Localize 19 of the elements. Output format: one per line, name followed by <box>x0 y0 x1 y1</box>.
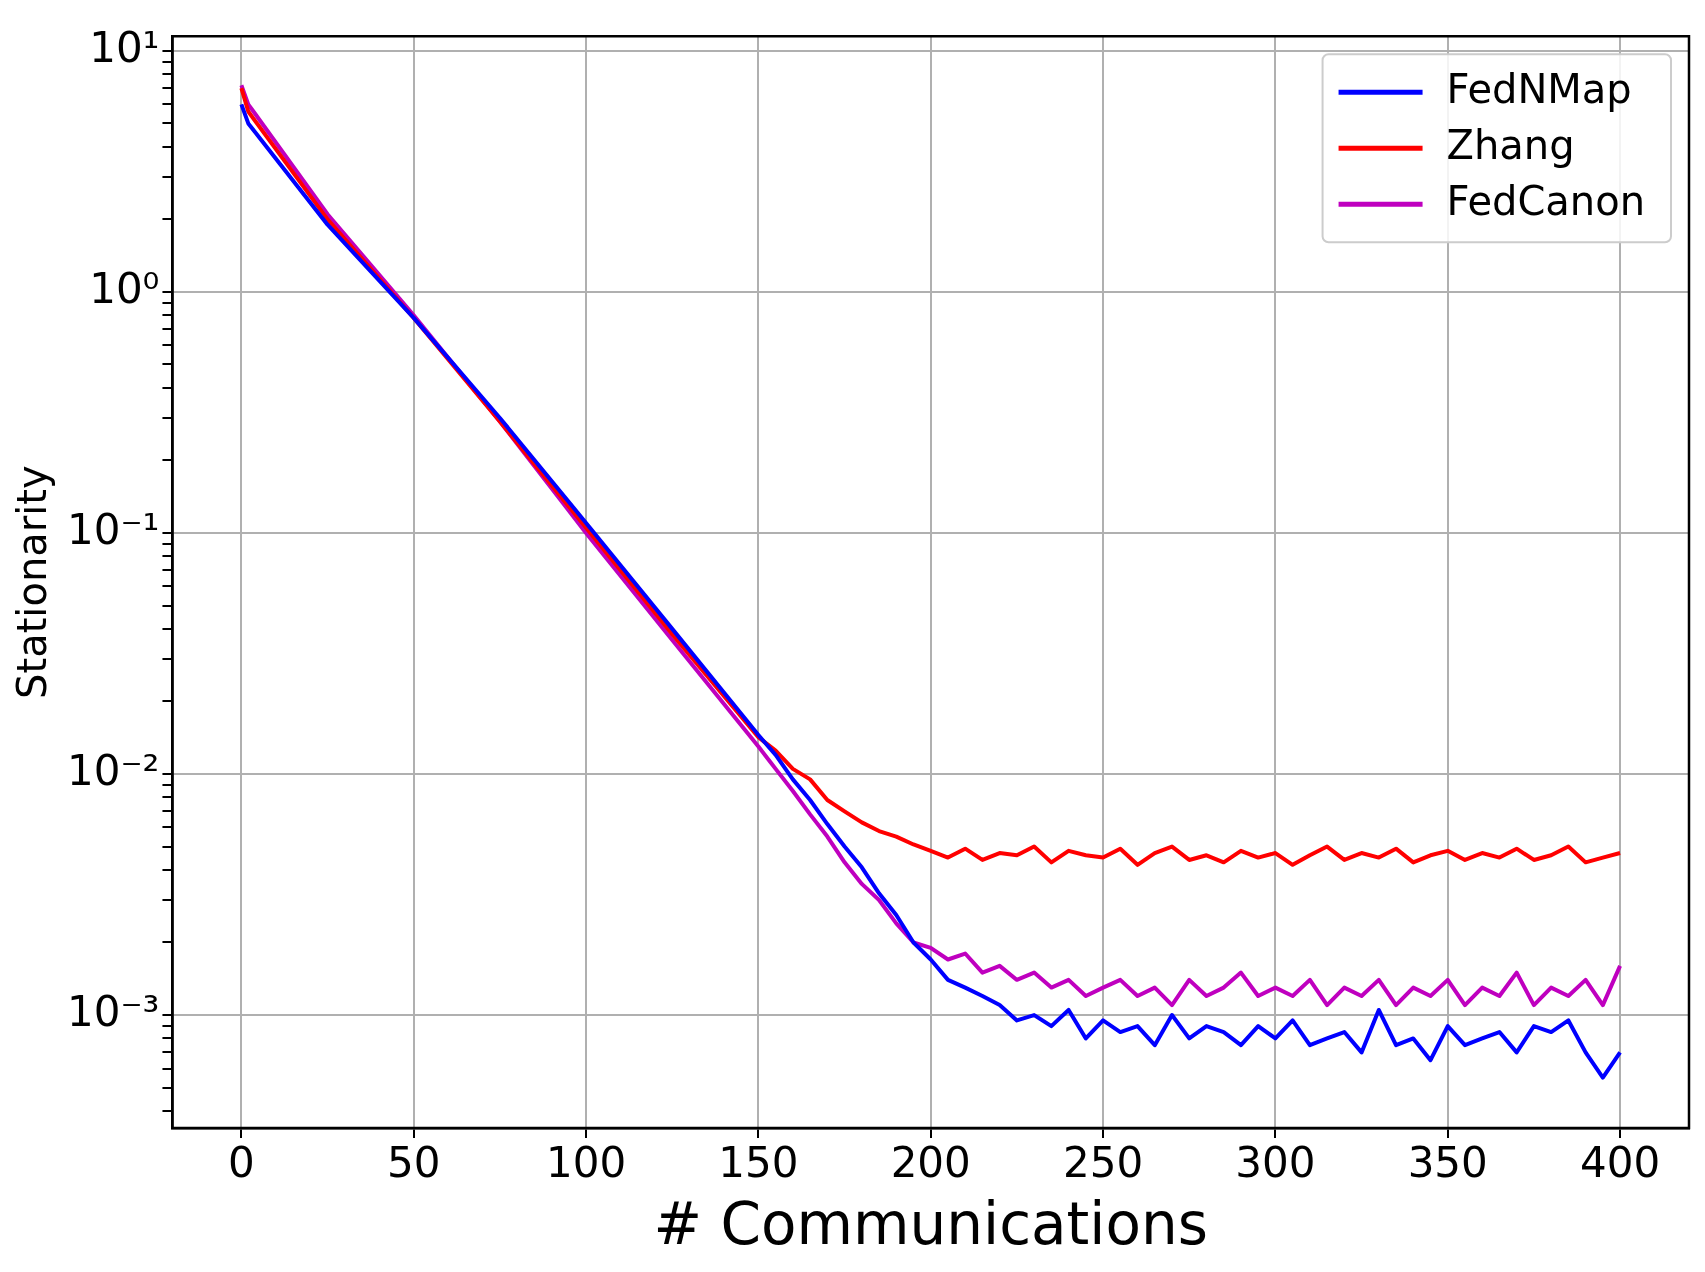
y-tick-label: 10⁻¹ <box>67 504 160 554</box>
x-tick-label: 300 <box>1235 1138 1316 1188</box>
x-axis-title: # Communications <box>653 1190 1208 1259</box>
legend-label: Zhang <box>1446 121 1575 168</box>
y-tick-label: 10⁰ <box>89 263 160 313</box>
y-tick-label: 10⁻² <box>67 745 160 795</box>
legend-label: FedNMap <box>1446 65 1632 112</box>
x-tick-label: 150 <box>718 1138 799 1188</box>
x-tick-label: 0 <box>228 1138 255 1188</box>
y-tick-label: 10¹ <box>89 22 160 72</box>
x-tick-label: 400 <box>1579 1138 1661 1188</box>
x-tick-label: 250 <box>1062 1138 1144 1188</box>
x-tick-label: 350 <box>1407 1138 1488 1188</box>
x-tick-label: 100 <box>545 1138 627 1188</box>
x-tick-label: 200 <box>890 1138 971 1188</box>
y-tick-label: 10⁻³ <box>67 986 160 1036</box>
y-axis-title: Stationarity <box>9 465 56 699</box>
legend-label: FedCanon <box>1446 177 1645 224</box>
x-tick-label: 50 <box>386 1138 441 1188</box>
